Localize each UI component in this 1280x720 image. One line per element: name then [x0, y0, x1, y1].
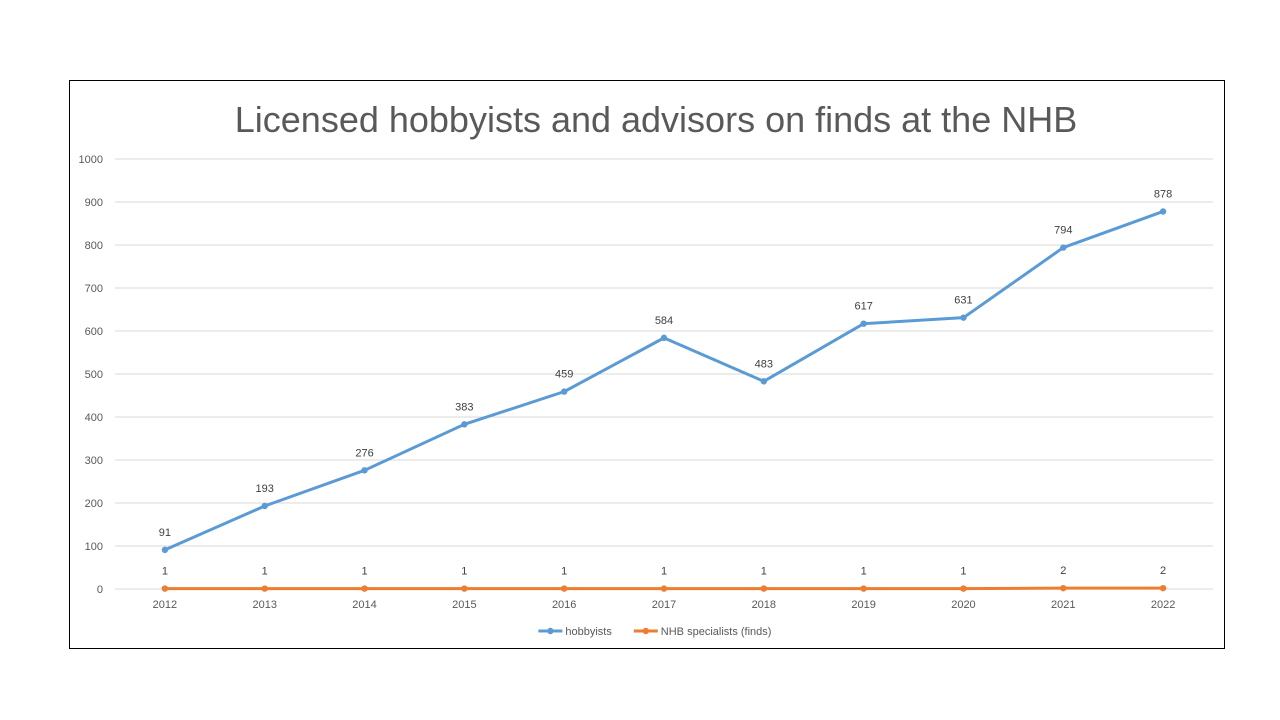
x-tick-label: 2021 [1051, 599, 1075, 611]
data-label: 1 [361, 566, 367, 578]
x-tick-label: 2018 [752, 599, 776, 611]
x-tick-label: 2015 [452, 599, 476, 611]
legend: hobbyists NHB specialists (finds) [538, 626, 771, 638]
data-label: 2 [1060, 565, 1066, 577]
line-chart: Licensed hobbyists and advisors on finds… [79, 99, 1213, 638]
y-axis-tick-labels: 0 100 200 300 400 500 600 700 800 900 1000 [79, 154, 103, 596]
y-tick-label: 500 [85, 369, 103, 381]
y-tick-label: 400 [85, 412, 103, 424]
series-lines [161, 208, 1167, 592]
y-tick-label: 700 [85, 283, 103, 295]
data-label: 1 [262, 566, 268, 578]
legend-swatch-marker [642, 627, 649, 635]
legend-entry-label: hobbyists [565, 626, 612, 638]
y-tick-label: 900 [85, 197, 103, 209]
data-label: 383 [455, 401, 473, 413]
data-label: 1 [960, 566, 966, 578]
data-point [361, 585, 368, 592]
x-tick-label: 2017 [652, 599, 676, 611]
data-point [960, 585, 967, 592]
legend-entry-label: NHB specialists (finds) [661, 626, 772, 638]
data-point [1159, 584, 1167, 592]
data-label: 1 [561, 566, 567, 578]
y-tick-label: 800 [85, 240, 103, 252]
x-tick-label: 2014 [352, 599, 376, 611]
y-tick-label: 200 [85, 498, 103, 510]
data-label: 276 [355, 447, 373, 459]
data-label: 1 [661, 566, 667, 578]
data-label: 584 [655, 315, 673, 327]
data-point [660, 585, 668, 592]
data-label: 1 [761, 566, 767, 578]
data-point [261, 502, 268, 510]
y-tick-label: 1000 [79, 154, 103, 166]
data-label: 1 [162, 566, 168, 578]
data-point [461, 585, 468, 592]
data-label: 1 [861, 566, 867, 578]
x-tick-label: 2019 [851, 599, 875, 611]
data-point [261, 585, 268, 592]
y-tick-label: 100 [85, 541, 103, 553]
data-label: 878 [1154, 188, 1172, 200]
data-label: 193 [256, 483, 274, 495]
data-point [161, 585, 169, 592]
data-point [1060, 244, 1067, 251]
y-tick-label: 300 [85, 455, 103, 467]
data-point [361, 467, 368, 474]
data-label: 631 [954, 295, 972, 307]
data-label: 1 [461, 566, 467, 578]
gridlines [115, 158, 1213, 590]
data-point [161, 546, 169, 554]
chart-title: Licensed hobbyists and advisors on finds… [235, 99, 1077, 140]
data-label: 483 [755, 358, 773, 370]
data-labels: 91 193 276 383 459 584 483 617 631 794 878 1 1 1 1 1 1 1 1… [159, 188, 1172, 577]
data-label: 794 [1054, 225, 1072, 237]
data-point [1159, 208, 1167, 215]
y-tick-label: 0 [97, 584, 103, 596]
x-tick-label: 2022 [1151, 599, 1175, 611]
data-point [660, 334, 668, 342]
chart-frame: Licensed hobbyists and advisors on finds… [69, 80, 1225, 649]
data-point [461, 421, 468, 428]
data-point [860, 585, 867, 592]
data-label: 2 [1160, 565, 1166, 577]
data-label: 91 [159, 527, 171, 539]
data-label: 459 [555, 369, 573, 381]
x-axis-tick-labels: 2012 2013 2014 2015 2016 2017 2018 2019 2020 2021… [153, 599, 1176, 611]
legend-swatch-marker [547, 627, 554, 635]
data-point [760, 585, 768, 592]
x-tick-label: 2012 [153, 599, 177, 611]
data-point [1060, 584, 1067, 592]
data-point [760, 378, 768, 385]
data-label: 617 [854, 301, 872, 313]
x-tick-label: 2020 [951, 599, 975, 611]
data-point [960, 314, 967, 321]
data-point [860, 320, 867, 327]
y-tick-label: 600 [85, 326, 103, 338]
x-tick-label: 2013 [252, 599, 276, 611]
x-tick-label: 2016 [552, 599, 576, 611]
data-point [560, 585, 568, 592]
data-point [560, 388, 568, 395]
series-line-0 [163, 209, 1165, 552]
